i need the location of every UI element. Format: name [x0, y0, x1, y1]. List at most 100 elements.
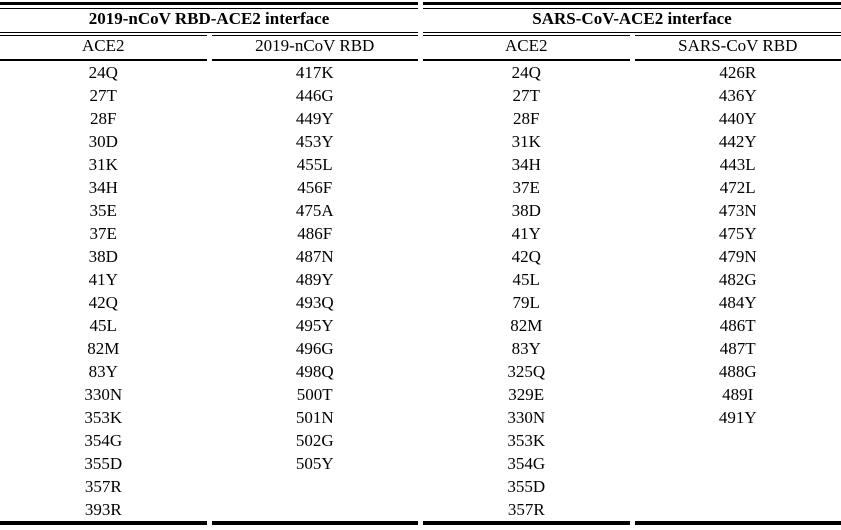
cell-sarscov-rbd — [635, 429, 841, 452]
cell-sarscov-rbd: 486T — [719, 316, 756, 335]
cell-ace2-sars: 354G — [507, 454, 546, 473]
cell-sarscov-rbd: 436Y — [718, 86, 757, 105]
cell-2019ncov-rbd: 505Y — [295, 454, 334, 473]
cell-ace2-ncov: 41Y — [88, 270, 118, 289]
cell-ace2-ncov: 357R — [84, 477, 122, 496]
cell-ace2-ncov: 27T — [89, 86, 117, 105]
cell-2019ncov-rbd: 495Y — [295, 316, 334, 335]
cell-2019ncov-rbd: 449Y — [295, 109, 334, 128]
cell-ace2-sars: 34H — [511, 155, 541, 174]
cell-ace2-ncov: 45L — [89, 316, 117, 335]
cell-ace2-sars: 38D — [511, 201, 541, 220]
cell-ace2-sars: 28F — [513, 109, 540, 128]
column-header-ace2-sars: ACE2 — [423, 33, 630, 61]
table-row: 42Q 493Q 79L 484Y — [0, 291, 841, 314]
cell-sarscov-rbd: 487T — [719, 339, 756, 358]
cell-sarscov-rbd: 489I — [722, 385, 754, 404]
cell-2019ncov-rbd — [211, 498, 418, 525]
cell-2019ncov-rbd: 498Q — [295, 362, 334, 381]
section-title-sarscov-interface: SARS-CoV-ACE2 interface — [423, 2, 841, 33]
table-row: 28F 449Y 28F 440Y — [0, 107, 841, 130]
cell-ace2-ncov: 24Q — [88, 63, 118, 82]
column-header-row: ACE2 2019-nCoV RBD ACE2 SARS-CoV RBD — [0, 33, 841, 61]
cell-sarscov-rbd: 484Y — [718, 293, 757, 312]
cell-ace2-ncov: 37E — [89, 224, 117, 243]
cell-2019ncov-rbd: 502G — [295, 431, 334, 450]
cell-ace2-ncov: 82M — [87, 339, 120, 358]
cell-2019ncov-rbd: 486F — [297, 224, 333, 243]
cell-2019ncov-rbd: 500T — [296, 385, 333, 404]
table-row: 357R 355D — [0, 475, 841, 498]
cell-sarscov-rbd: 472L — [719, 178, 756, 197]
cell-sarscov-rbd: 475Y — [718, 224, 757, 243]
cell-ace2-sars: 330N — [507, 408, 546, 427]
cell-ace2-ncov: 354G — [84, 431, 123, 450]
cell-ace2-sars: 41Y — [511, 224, 541, 243]
cell-sarscov-rbd: 443L — [719, 155, 756, 174]
cell-ace2-sars: 37E — [512, 178, 540, 197]
cell-sarscov-rbd: 479N — [718, 247, 757, 266]
cell-sarscov-rbd: 482G — [718, 270, 757, 289]
table-row: 41Y 489Y 45L 482G — [0, 268, 841, 291]
cell-ace2-ncov: 34H — [88, 178, 118, 197]
table-row: 38D 487N 42Q 479N — [0, 245, 841, 268]
table-row: 393R 357R — [0, 498, 841, 525]
cell-ace2-ncov: 31K — [88, 155, 118, 174]
cell-2019ncov-rbd: 487N — [295, 247, 334, 266]
table-row: 330N 500T 329E 489I — [0, 383, 841, 406]
cell-ace2-sars: 329E — [508, 385, 545, 404]
cell-ace2-ncov: 35E — [89, 201, 117, 220]
table-row: 24Q 417K 24Q 426R — [0, 61, 841, 84]
column-header-ace2-ncov: ACE2 — [0, 33, 207, 61]
cell-2019ncov-rbd — [212, 475, 419, 498]
cell-sarscov-rbd — [635, 475, 841, 498]
cell-ace2-sars: 82M — [510, 316, 543, 335]
section-header-row: 2019-nCoV RBD-ACE2 interface SARS-CoV-AC… — [0, 2, 841, 33]
table-row: 83Y 498Q 325Q 488G — [0, 360, 841, 383]
column-header-sarscov-rbd: SARS-CoV RBD — [634, 33, 841, 61]
cell-sarscov-rbd: 488G — [718, 362, 757, 381]
cell-2019ncov-rbd: 417K — [295, 63, 334, 82]
cell-2019ncov-rbd: 501N — [295, 408, 334, 427]
cell-ace2-ncov: 83Y — [88, 362, 118, 381]
table-row: 27T 446G 27T 436Y — [0, 84, 841, 107]
cell-sarscov-rbd: 440Y — [718, 109, 757, 128]
section-title-2019ncov-interface: 2019-nCoV RBD-ACE2 interface — [0, 2, 418, 33]
cell-ace2-ncov: 330N — [84, 385, 123, 404]
table-row: 82M 496G 83Y 487T — [0, 337, 841, 360]
table-row: 35E 475A 38D 473N — [0, 199, 841, 222]
cell-ace2-sars: 24Q — [511, 63, 541, 82]
cell-ace2-sars: 31K — [511, 132, 541, 151]
cell-ace2-sars: 83Y — [511, 339, 541, 358]
cell-ace2-ncov: 393R — [0, 498, 207, 525]
cell-ace2-sars: 27T — [512, 86, 540, 105]
table-row: 355D 505Y 354G — [0, 452, 841, 475]
cell-ace2-ncov: 38D — [88, 247, 118, 266]
table-row: 354G 502G 353K — [0, 429, 841, 452]
cell-ace2-ncov: 42Q — [88, 293, 118, 312]
cell-2019ncov-rbd: 493Q — [295, 293, 334, 312]
cell-ace2-sars: 79L — [512, 293, 540, 312]
table-row: 34H 456F 37E 472L — [0, 176, 841, 199]
cell-2019ncov-rbd: 446G — [295, 86, 334, 105]
cell-ace2-sars: 353K — [507, 431, 546, 450]
cell-2019ncov-rbd: 453Y — [295, 132, 334, 151]
cell-ace2-ncov: 353K — [84, 408, 123, 427]
cell-ace2-ncov: 28F — [90, 109, 117, 128]
cell-ace2-ncov: 30D — [88, 132, 118, 151]
column-header-2019ncov-rbd: 2019-nCoV RBD — [211, 33, 418, 61]
cell-2019ncov-rbd: 456F — [297, 178, 333, 197]
cell-ace2-sars: 42Q — [511, 247, 541, 266]
cell-sarscov-rbd — [634, 498, 841, 525]
cell-sarscov-rbd: 426R — [719, 63, 757, 82]
cell-ace2-ncov: 355D — [84, 454, 123, 473]
table-body: 24Q 417K 24Q 426R 27T 446G 27T 436Y 28F … — [0, 61, 841, 525]
cell-sarscov-rbd — [635, 452, 841, 475]
table-row: 353K 501N 330N 491Y — [0, 406, 841, 429]
cell-2019ncov-rbd: 496G — [295, 339, 334, 358]
cell-ace2-sars: 357R — [423, 498, 630, 525]
cell-sarscov-rbd: 442Y — [718, 132, 757, 151]
cell-2019ncov-rbd: 475A — [295, 201, 334, 220]
